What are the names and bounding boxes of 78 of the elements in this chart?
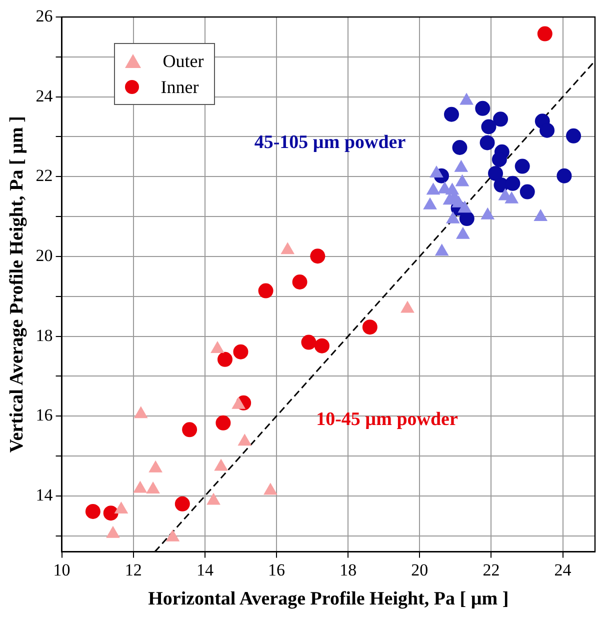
point [537, 26, 552, 42]
point [182, 422, 198, 438]
x-tick-label: 24 [554, 560, 572, 580]
point [258, 283, 274, 298]
point [505, 192, 518, 204]
x-tick-label: 22 [482, 560, 500, 580]
y-axis-title: Vertical Average Profile Height, Pa [ µm ] [6, 116, 28, 453]
point [566, 128, 582, 144]
point [292, 274, 308, 290]
point [452, 140, 468, 156]
x-tick-label: 14 [196, 560, 214, 580]
x-tick-label: 12 [124, 560, 142, 580]
point [488, 166, 504, 181]
point [520, 184, 535, 200]
point [146, 482, 160, 494]
point [426, 183, 440, 195]
point [134, 406, 148, 418]
point [505, 176, 520, 191]
y-tick-label: 22 [36, 166, 53, 186]
point [430, 166, 444, 178]
annotation: 10-45 µm powder [316, 408, 458, 430]
x-tick-label: 18 [340, 560, 357, 580]
point [214, 459, 228, 471]
point [454, 160, 468, 172]
point [85, 504, 100, 519]
point [444, 106, 459, 122]
point [314, 338, 330, 354]
point [556, 168, 572, 184]
y-tick-label: 20 [36, 246, 53, 265]
point [310, 248, 326, 264]
point [534, 209, 548, 221]
point [435, 244, 448, 256]
point [233, 344, 248, 360]
point [134, 481, 147, 493]
point [174, 496, 190, 512]
point [362, 320, 378, 335]
legend-label: Inner [160, 76, 199, 99]
point [475, 100, 490, 116]
point [446, 212, 460, 224]
point [481, 119, 496, 134]
point [493, 112, 508, 127]
point [423, 198, 437, 210]
point [238, 434, 252, 446]
point [148, 460, 162, 472]
point [281, 242, 294, 254]
y-tick-label: 24 [36, 86, 54, 106]
point [264, 483, 277, 495]
point [217, 352, 232, 367]
y-tick-label: 18 [36, 326, 53, 345]
point [481, 208, 494, 220]
point [458, 201, 472, 213]
point [106, 526, 120, 538]
x-tick-label: 20 [411, 560, 428, 580]
point [443, 193, 456, 205]
point [166, 530, 180, 542]
point [456, 227, 470, 239]
point [210, 342, 224, 354]
point [232, 397, 246, 409]
x-tick-label: 10 [53, 560, 70, 580]
point [540, 122, 555, 138]
point [514, 158, 530, 174]
x-axis-title: Horizontal Average Profile Height, Pa [ µm ] [148, 588, 509, 610]
point [456, 174, 469, 186]
point [301, 334, 316, 350]
y-tick-label: 14 [36, 485, 54, 504]
legend-label: Outer [162, 50, 204, 73]
point [400, 301, 414, 313]
y-tick-label: 26 [36, 6, 53, 26]
point [206, 493, 220, 505]
annotation: 45-105 µm powder [254, 132, 406, 153]
point [460, 93, 474, 105]
point [459, 211, 474, 226]
point [480, 135, 495, 150]
point [114, 502, 128, 514]
x-tick-label: 16 [268, 560, 286, 580]
point [492, 152, 507, 167]
point [216, 415, 231, 430]
y-tick-label: 16 [36, 406, 53, 425]
